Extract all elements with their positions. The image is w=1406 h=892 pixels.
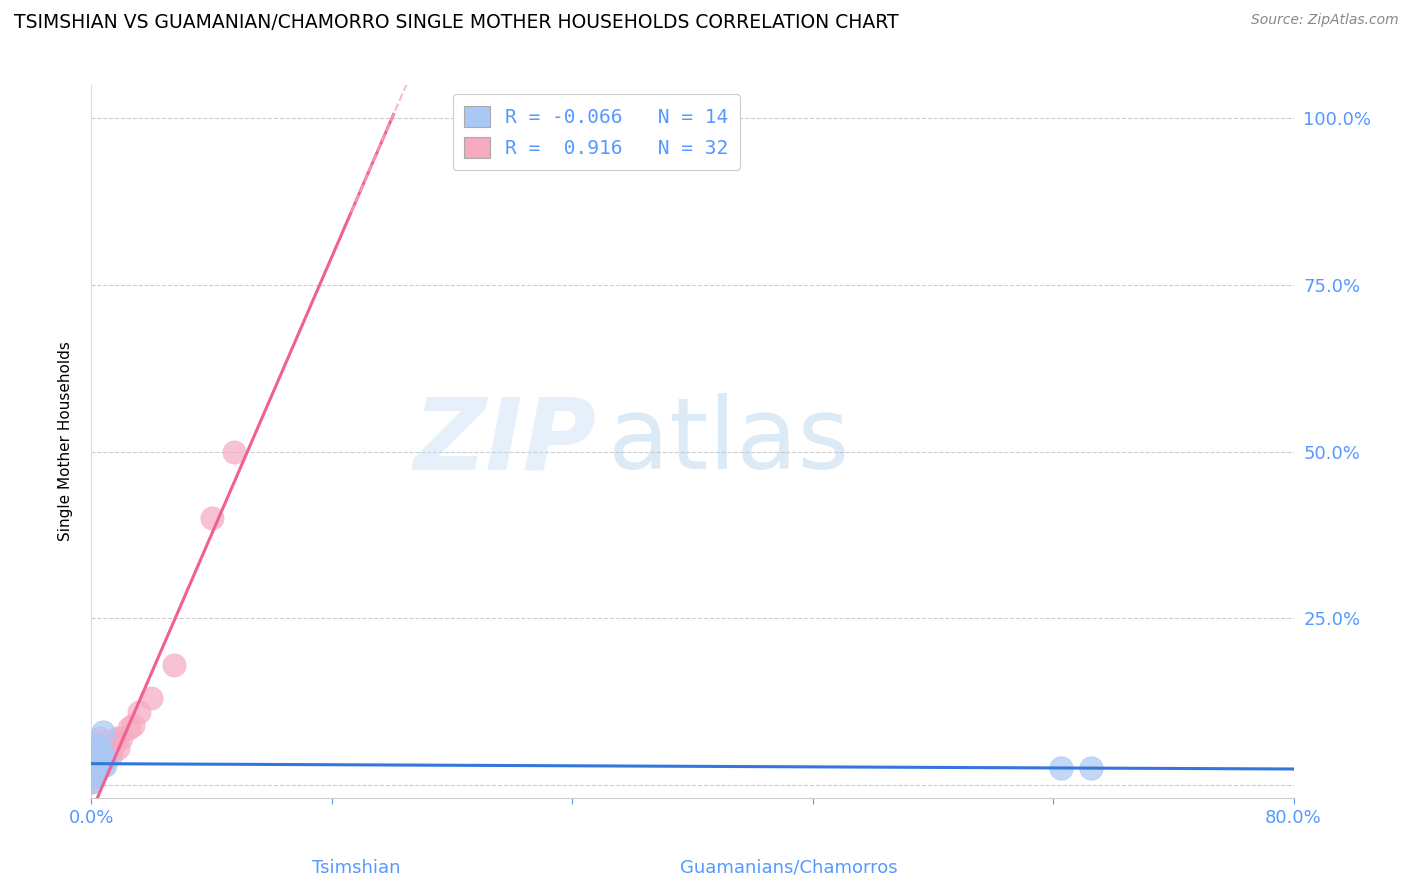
Point bbox=[163, 657, 186, 672]
Point bbox=[86, 738, 108, 752]
Point bbox=[122, 718, 145, 732]
Point bbox=[86, 745, 108, 759]
Point bbox=[80, 774, 103, 789]
Point bbox=[96, 751, 118, 765]
Point bbox=[141, 691, 163, 706]
Legend: R = -0.066   N = 14, R =  0.916   N = 32: R = -0.066 N = 14, R = 0.916 N = 32 bbox=[453, 95, 740, 169]
Point bbox=[101, 741, 124, 756]
Point bbox=[80, 772, 103, 786]
Point bbox=[87, 758, 110, 772]
Text: Guamanians/Chamorros: Guamanians/Chamorros bbox=[681, 859, 897, 877]
Point bbox=[80, 772, 103, 786]
Point bbox=[100, 747, 122, 762]
Point bbox=[98, 738, 121, 752]
Point bbox=[103, 734, 125, 748]
Point bbox=[105, 731, 128, 746]
Point bbox=[89, 751, 111, 765]
Point bbox=[1080, 761, 1102, 775]
Point bbox=[82, 751, 104, 765]
Point bbox=[84, 751, 107, 765]
Point bbox=[82, 758, 104, 772]
Point bbox=[87, 738, 110, 752]
Point bbox=[107, 741, 129, 756]
Point bbox=[93, 724, 115, 739]
Point bbox=[118, 721, 141, 735]
Point bbox=[90, 751, 112, 765]
Point bbox=[93, 758, 115, 772]
Point bbox=[224, 444, 246, 458]
Point bbox=[110, 731, 132, 746]
Point bbox=[89, 741, 111, 756]
Text: Source: ZipAtlas.com: Source: ZipAtlas.com bbox=[1251, 13, 1399, 28]
Point bbox=[80, 764, 103, 779]
Point bbox=[94, 758, 117, 772]
Point bbox=[80, 774, 103, 789]
Point bbox=[1049, 761, 1071, 775]
Point bbox=[87, 758, 110, 772]
Point bbox=[82, 764, 104, 779]
Point bbox=[83, 745, 105, 759]
Text: ZIP: ZIP bbox=[413, 393, 596, 490]
Point bbox=[90, 745, 112, 759]
Point bbox=[84, 764, 107, 779]
Point bbox=[128, 705, 150, 719]
Point bbox=[84, 745, 107, 759]
Text: atlas: atlas bbox=[609, 393, 851, 490]
Point bbox=[83, 758, 105, 772]
Point bbox=[93, 741, 115, 756]
Point bbox=[96, 745, 118, 759]
Point bbox=[201, 511, 224, 525]
Point bbox=[89, 731, 111, 746]
Text: Tsimshian: Tsimshian bbox=[312, 859, 401, 877]
Y-axis label: Single Mother Households: Single Mother Households bbox=[58, 342, 73, 541]
Point bbox=[94, 734, 117, 748]
Text: TSIMSHIAN VS GUAMANIAN/CHAMORRO SINGLE MOTHER HOUSEHOLDS CORRELATION CHART: TSIMSHIAN VS GUAMANIAN/CHAMORRO SINGLE M… bbox=[14, 13, 898, 32]
Point bbox=[94, 751, 117, 765]
